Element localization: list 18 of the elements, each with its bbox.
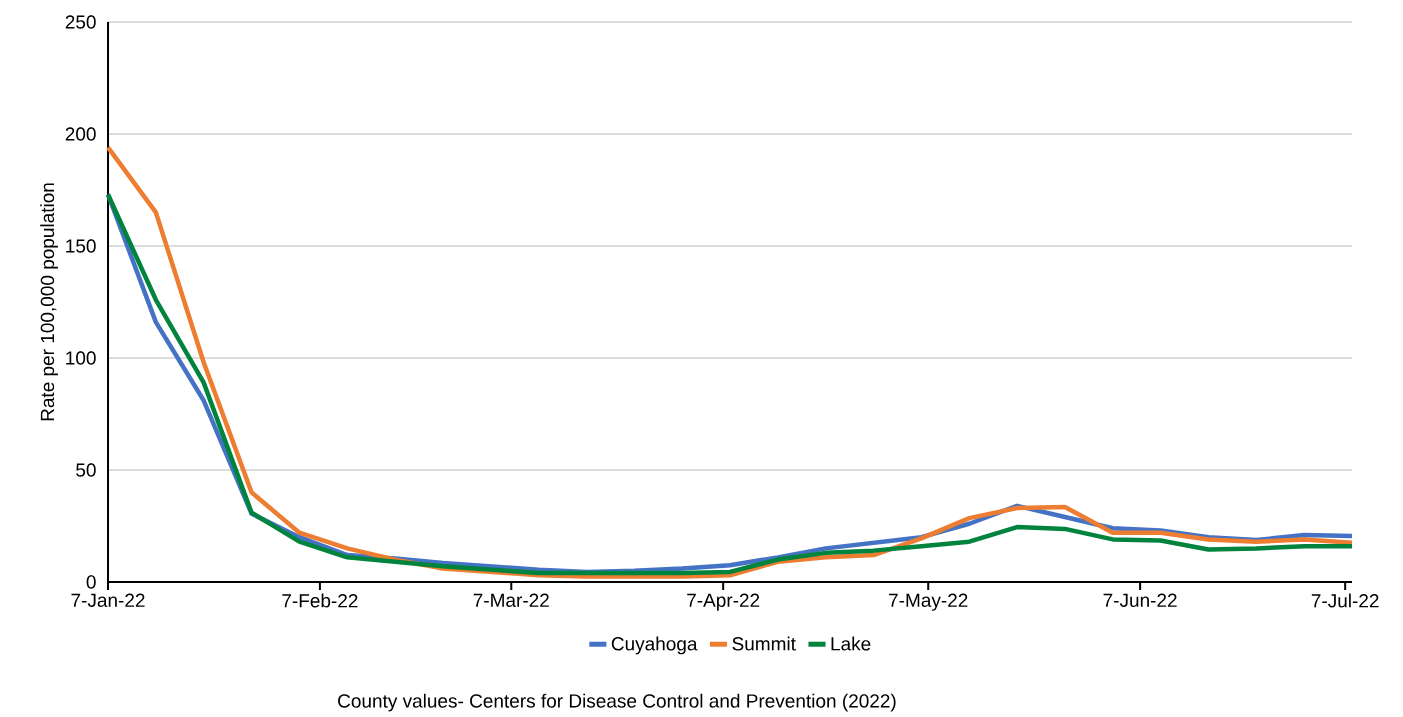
y-tick-label: 0 [86, 575, 96, 589]
y-tick-label: 50 [76, 463, 96, 477]
x-tick-label: 7-Mar-22 [473, 593, 549, 607]
x-tick-label: 7-Jul-22 [1311, 593, 1379, 608]
x-tick-label: 7-Apr-22 [687, 593, 760, 611]
x-tick-label: 7-May-22 [889, 593, 968, 611]
legend-label: Lake [831, 636, 871, 651]
text: County values- Centers for Disease Control and Prevention (2022) [338, 693, 896, 712]
legend-label: Summit [732, 636, 796, 651]
x-tick-label: 7-Jun-22 [1103, 593, 1177, 607]
y-tick-label: 150 [66, 239, 96, 253]
y-tick-label: 100 [66, 351, 96, 365]
x-tick-label: 7-Jan-22 [71, 593, 145, 607]
legend-label: Cuyahoga [611, 636, 698, 655]
y-axis-title: Rate per 100,000 population [40, 183, 58, 421]
y-tick-label: 200 [65, 127, 96, 141]
y-tick-label: 250 [65, 15, 96, 29]
x-tick-label: 7-Feb-22 [282, 593, 358, 608]
